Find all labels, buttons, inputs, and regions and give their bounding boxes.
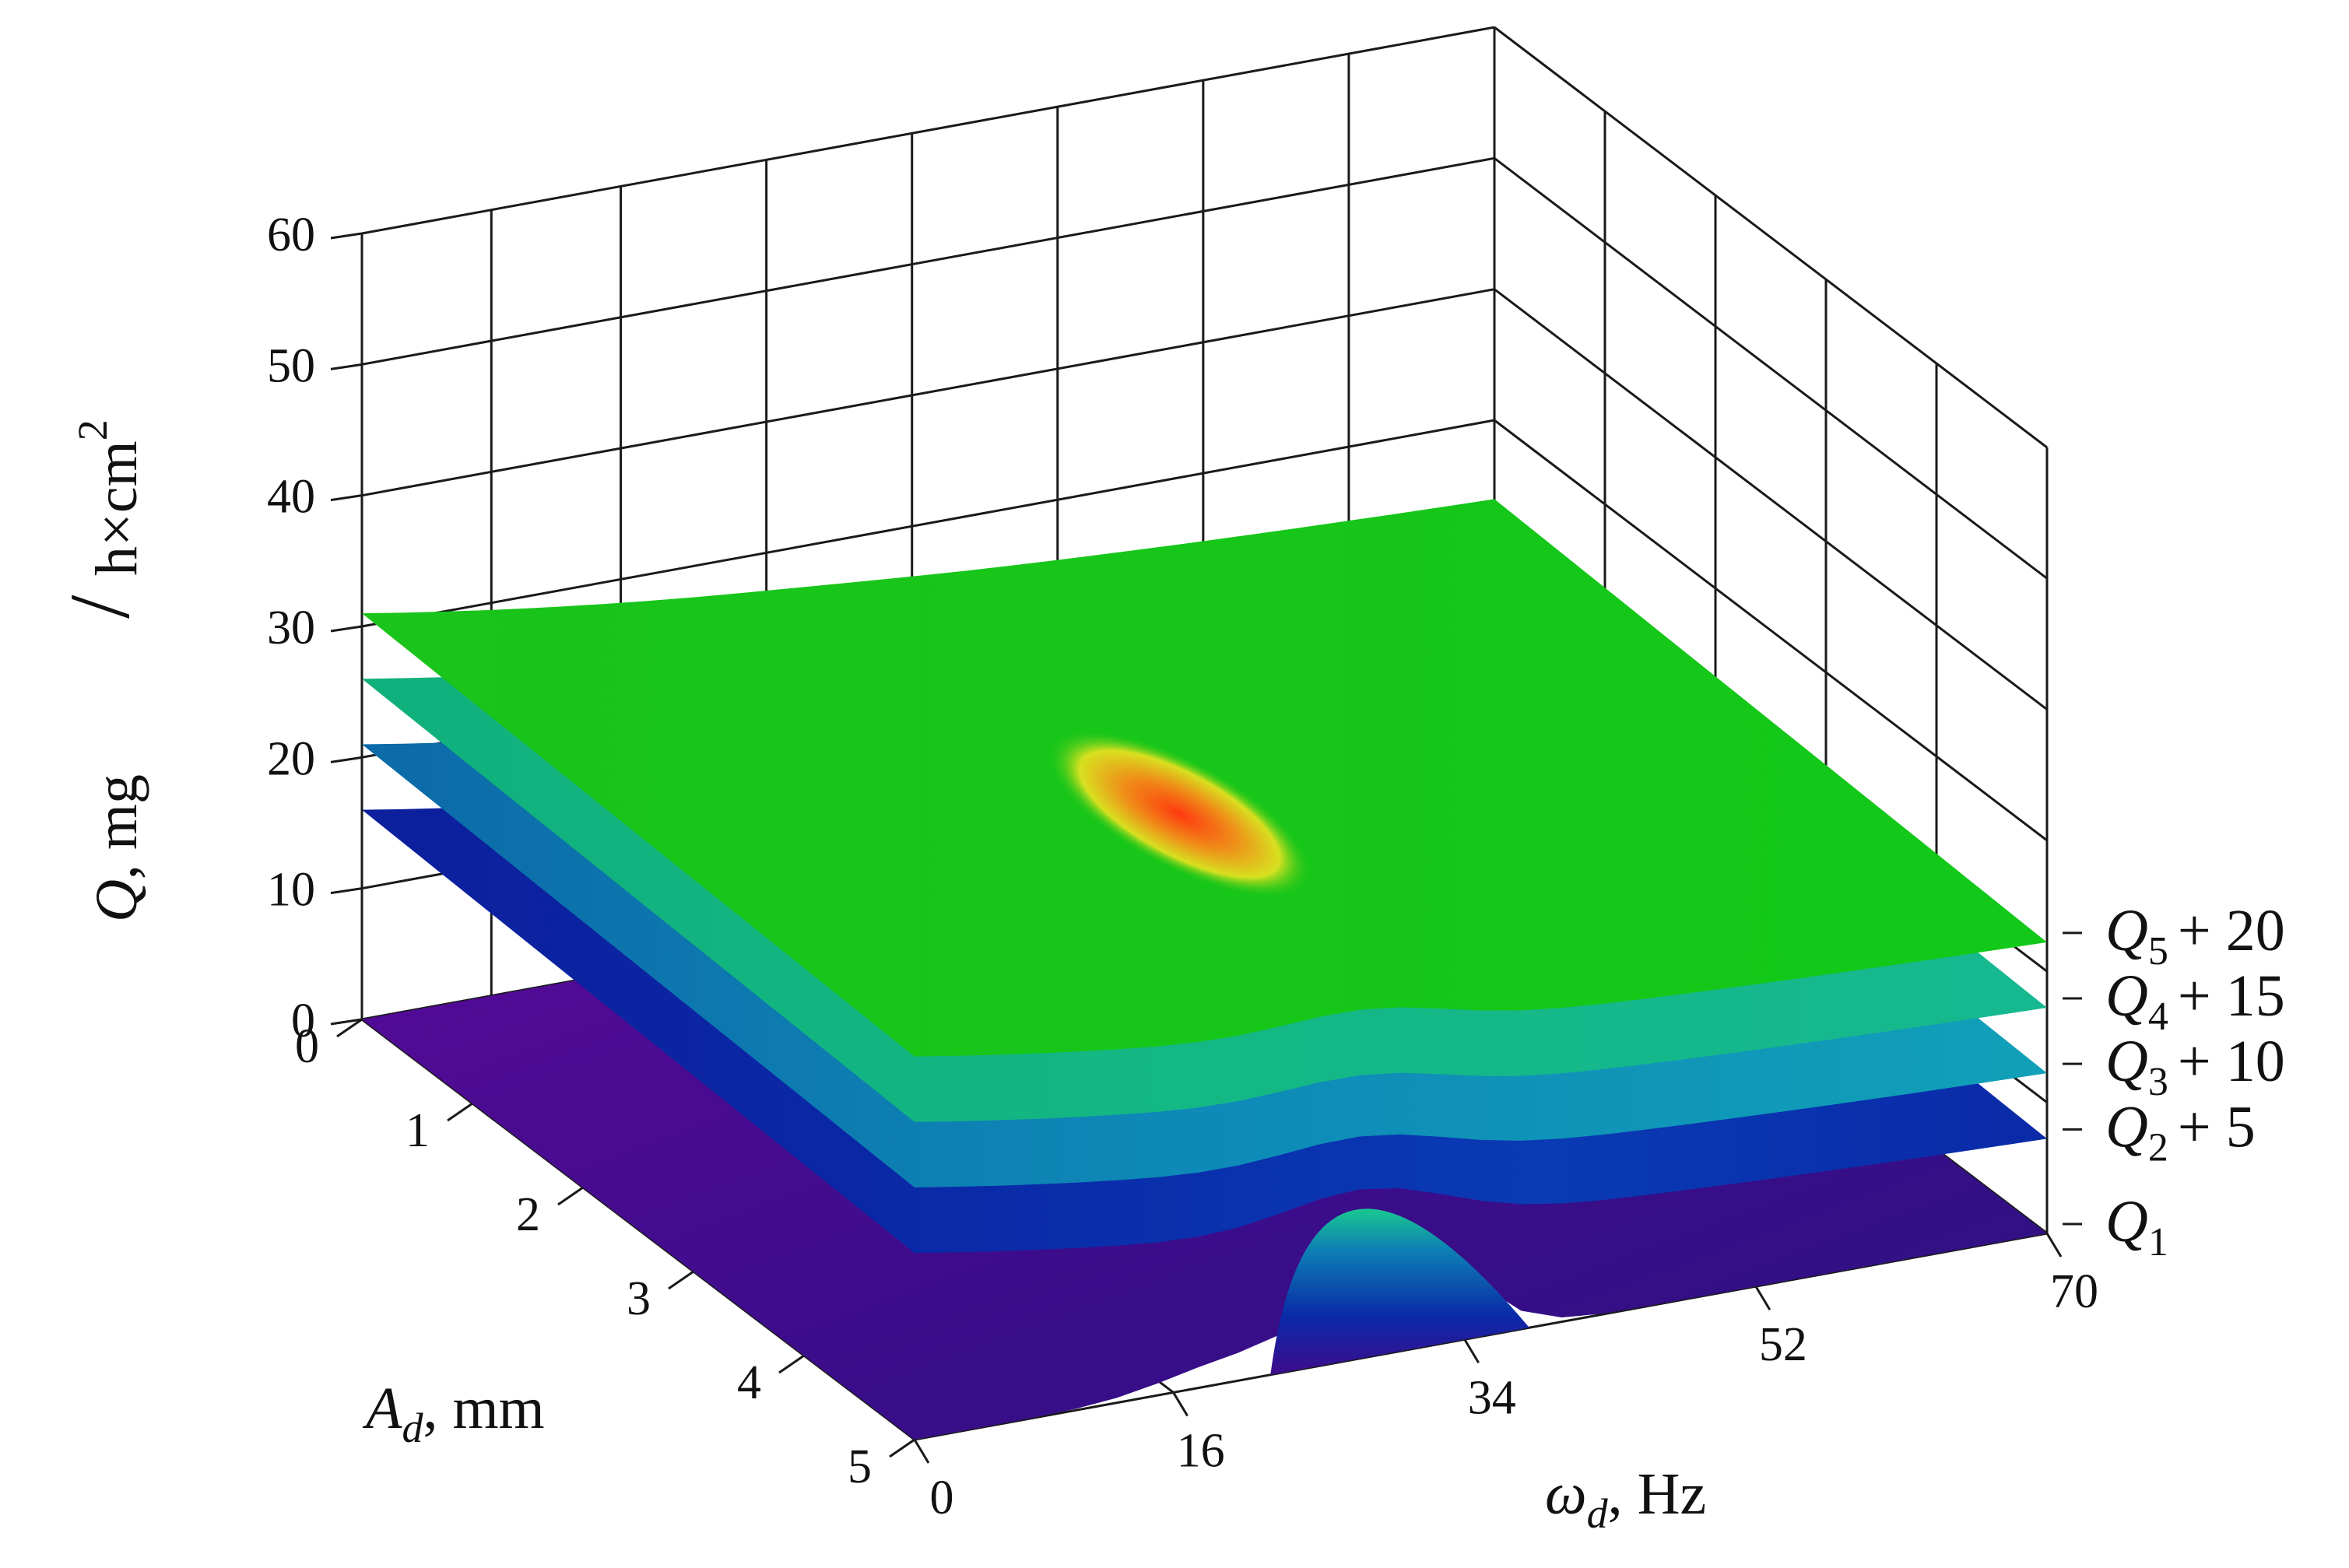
z-label-exponent: 2 [69, 419, 116, 440]
series-label-suffix: + 15 [2178, 963, 2285, 1029]
z-tick-label: 60 [267, 209, 315, 261]
series-label-suffix: + 5 [2178, 1094, 2256, 1159]
series-label-2: Q2 + 5 [2105, 1094, 2256, 1170]
x-tick-label: 52 [1759, 1318, 1807, 1371]
series-label-main: Q [2105, 1094, 2148, 1159]
z-tick-mark [330, 625, 363, 633]
z-tick-mark [330, 1018, 363, 1026]
series-label-main: Q [2105, 1029, 2148, 1094]
svg-text:Q, mg: Q, mg [84, 774, 149, 922]
series-label-4: Q4 + 15 [2105, 963, 2285, 1039]
z-axis-label: Q, mg / h×cm2 [52, 419, 149, 922]
x-tick-mark [1172, 1391, 1189, 1417]
z-tick-mark [330, 494, 363, 502]
series-label-sub: 1 [2148, 1220, 2168, 1265]
series-label-sub: 5 [2148, 929, 2168, 973]
x-axis-label: ωd, Hz [1545, 1461, 1706, 1537]
series-label-suffix: + 20 [2178, 898, 2285, 963]
y-tick-label: 0 [295, 1020, 319, 1073]
series-label-sub: 3 [2148, 1060, 2168, 1104]
z-tick-mark [330, 363, 363, 370]
y-tick-mark [557, 1186, 584, 1206]
x-label-sub: d [1587, 1490, 1609, 1537]
surface-5 [362, 499, 2047, 1057]
back-wall-z-gridline [361, 156, 1495, 366]
side-wall-z-gridline [1494, 288, 2048, 710]
series-label-main: Q [2105, 963, 2148, 1029]
z-tick-mark [330, 232, 363, 240]
y-tick-label: 1 [406, 1104, 430, 1157]
z-tick-label: 50 [267, 339, 315, 392]
z-label-main: Q [84, 879, 149, 922]
series-label-suffix: + 10 [2178, 1029, 2285, 1094]
z-tick-label: 10 [267, 864, 315, 917]
y-tick-mark [668, 1270, 694, 1290]
z-tick-label: 30 [267, 602, 315, 654]
y-tick-label: 3 [627, 1272, 651, 1325]
side-wall-z-gridline [1494, 157, 2048, 580]
y-tick-label: 4 [737, 1356, 761, 1409]
z-label-denominator: h×cm [84, 440, 149, 576]
series-label-main: Q [2105, 898, 2148, 963]
x-tick-mark [2045, 1233, 2063, 1258]
x-label-unit: , Hz [1608, 1461, 1707, 1527]
y-tick-mark [889, 1438, 915, 1458]
z-tick-label: 20 [267, 732, 315, 785]
x-tick-label: 70 [2050, 1265, 2098, 1318]
x-tick-mark [1463, 1338, 1480, 1364]
y-label-main: A [362, 1376, 402, 1441]
series-label-1: Q1 [2105, 1189, 2168, 1265]
surface-5-peak [1046, 729, 1313, 899]
back-wall-z-gridline [361, 288, 1495, 497]
svg-text:h×cm2: h×cm2 [69, 419, 149, 576]
x-label-main: ω [1545, 1461, 1587, 1527]
series-label-main: Q [2105, 1189, 2148, 1254]
series-label-5: Q5 + 20 [2105, 898, 2285, 973]
x-tick-mark [913, 1439, 930, 1464]
z-label-unit: , mg [84, 774, 149, 879]
series-label-sub: 2 [2148, 1125, 2168, 1170]
svg-text:/: / [52, 595, 147, 619]
series-label-3: Q3 + 10 [2105, 1029, 2285, 1104]
y-label-unit: , mm [423, 1376, 544, 1441]
floor-w-gridline [361, 1018, 915, 1441]
z-tick-label: 0 [291, 994, 315, 1047]
x-tick-mark [1754, 1286, 1771, 1310]
y-tick-mark [778, 1354, 805, 1374]
z-tick-mark [330, 756, 363, 763]
back-wall-z-gridline [361, 26, 1495, 235]
y-axis-label: Ad, mm [362, 1376, 545, 1451]
side-wall-z-gridline [1494, 26, 2048, 449]
y-tick-label: 5 [848, 1440, 872, 1493]
z-tick-mark [330, 887, 363, 895]
back-wall-z-gridline [361, 419, 1495, 628]
z-tick-label: 40 [267, 471, 315, 524]
surface-1-peak [1270, 1208, 1529, 1375]
y-label-sub: d [402, 1405, 423, 1451]
surfaces [362, 499, 2047, 1440]
x-tick-label: 16 [1177, 1424, 1225, 1477]
series-label-sub: 4 [2148, 994, 2168, 1039]
y-tick-mark [336, 1018, 363, 1038]
y-tick-mark [447, 1102, 473, 1122]
x-tick-label: 34 [1468, 1371, 1516, 1424]
x-tick-label: 0 [930, 1472, 954, 1524]
y-tick-label: 2 [516, 1188, 540, 1241]
side-wall-z-gridline [1494, 419, 2048, 842]
